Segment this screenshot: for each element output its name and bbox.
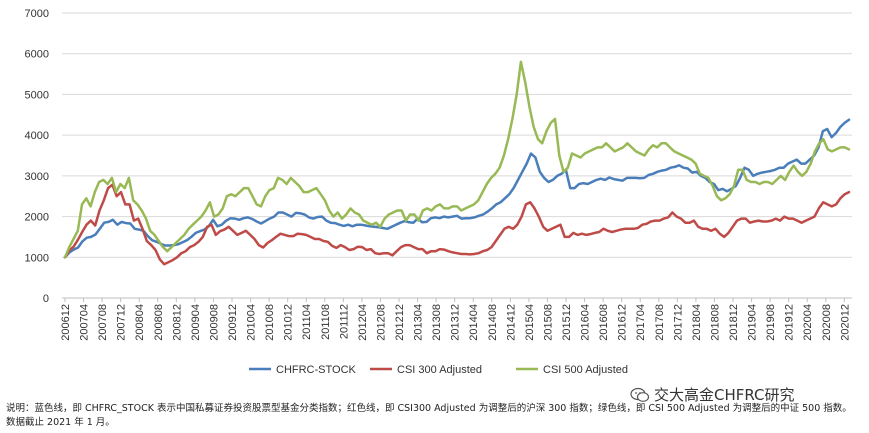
x-tick-label: 201604 — [580, 304, 592, 341]
x-tick-label: 201612 — [617, 304, 629, 341]
series-line-csi-500-adjusted — [63, 60, 851, 259]
x-tick-label: 200708 — [97, 304, 109, 341]
y-tick-label: 4000 — [25, 130, 49, 142]
y-tick-label: 5000 — [25, 89, 49, 101]
watermark: 交大高金CHFRC研究 — [630, 384, 795, 405]
x-tick-label: 200612 — [60, 304, 72, 341]
x-tick-label: 200908 — [208, 304, 220, 341]
x-tick-label: 201008 — [264, 304, 276, 341]
x-tick-label: 202008 — [821, 304, 833, 341]
x-tick-label: 201112 — [338, 304, 350, 339]
watermark-text: 交大高金CHFRC研究 — [654, 386, 795, 404]
gridlines — [62, 12, 852, 258]
x-tick-label: 201608 — [598, 304, 610, 341]
x-tick-label: 202004 — [802, 304, 814, 341]
x-tick-label: 201012 — [283, 304, 295, 341]
x-tick-label: 202012 — [839, 304, 851, 341]
legend: CHFRC-STOCK CSI 300 Adjusted CSI 500 Adjus… — [249, 364, 628, 376]
legend-label-csi-300-adjusted: CSI 300 Adjusted — [397, 364, 482, 376]
x-tick-label: 201704 — [635, 304, 647, 341]
legend-label-csi-500-adjusted: CSI 500 Adjusted — [543, 364, 628, 376]
series-lines — [63, 60, 851, 266]
x-axis: 200612 200704 200708 200712 200804 200808 2008… — [60, 297, 852, 341]
x-tick-label: 201408 — [487, 304, 499, 341]
x-tick-label: 201212 — [394, 304, 406, 341]
line-chart: 0 1000 2000 3000 4000 5000 6000 7000 200612 2007… — [25, 8, 852, 376]
chart-note: 说明：蓝色线，即 CHFRC_STOCK 表示中国私募证券投资股票型基金分类指数… — [6, 403, 852, 428]
y-tick-label: 2000 — [25, 212, 49, 224]
x-tick-label: 201304 — [413, 304, 425, 341]
x-tick-label: 201204 — [357, 304, 369, 341]
x-tick-label: 201804 — [691, 304, 703, 341]
x-tick-label: 201404 — [468, 304, 480, 341]
x-tick-label: 201812 — [728, 304, 740, 341]
y-tick-label: 0 — [43, 293, 49, 305]
x-tick-label: 201508 — [542, 304, 554, 341]
x-tick-label: 201312 — [450, 304, 462, 341]
x-tick-label: 200804 — [134, 304, 146, 341]
x-tick-label: 200808 — [153, 304, 165, 341]
x-tick-label: 200704 — [79, 304, 91, 341]
y-tick-label: 1000 — [25, 252, 49, 264]
legend-label-chfrc-stock: CHFRC-STOCK — [276, 364, 357, 376]
x-tick-label: 200812 — [171, 304, 183, 341]
x-tick-label: 201108 — [320, 304, 332, 340]
x-tick-label: 201208 — [375, 304, 387, 341]
x-tick-label: 200904 — [190, 304, 202, 341]
y-tick-label: 7000 — [25, 8, 49, 20]
x-tick-label: 201908 — [765, 304, 777, 341]
wechat-icon — [630, 387, 650, 402]
x-tick-label: 200912 — [227, 304, 239, 341]
x-tick-label: 201004 — [246, 304, 258, 341]
series-line-csi-300-adjusted — [63, 183, 851, 266]
series-line-chfrc-stock — [63, 118, 851, 259]
x-tick-label: 201808 — [709, 304, 721, 341]
y-tick-label: 3000 — [25, 171, 49, 183]
x-tick-label: 201104 — [301, 304, 313, 340]
x-tick-label: 201912 — [784, 304, 796, 341]
x-tick-label: 201412 — [505, 304, 517, 341]
x-tick-label: 201712 — [672, 304, 684, 341]
x-tick-label: 201512 — [561, 304, 573, 341]
x-tick-label: 201708 — [654, 304, 666, 341]
x-tick-label: 201904 — [747, 304, 759, 341]
x-tick-label: 200712 — [116, 304, 128, 341]
x-tick-label: 201504 — [524, 304, 536, 341]
y-axis-tick-labels: 0 1000 2000 3000 4000 5000 6000 7000 — [25, 8, 49, 305]
x-tick-label: 201308 — [431, 304, 443, 341]
y-tick-label: 6000 — [25, 49, 49, 61]
